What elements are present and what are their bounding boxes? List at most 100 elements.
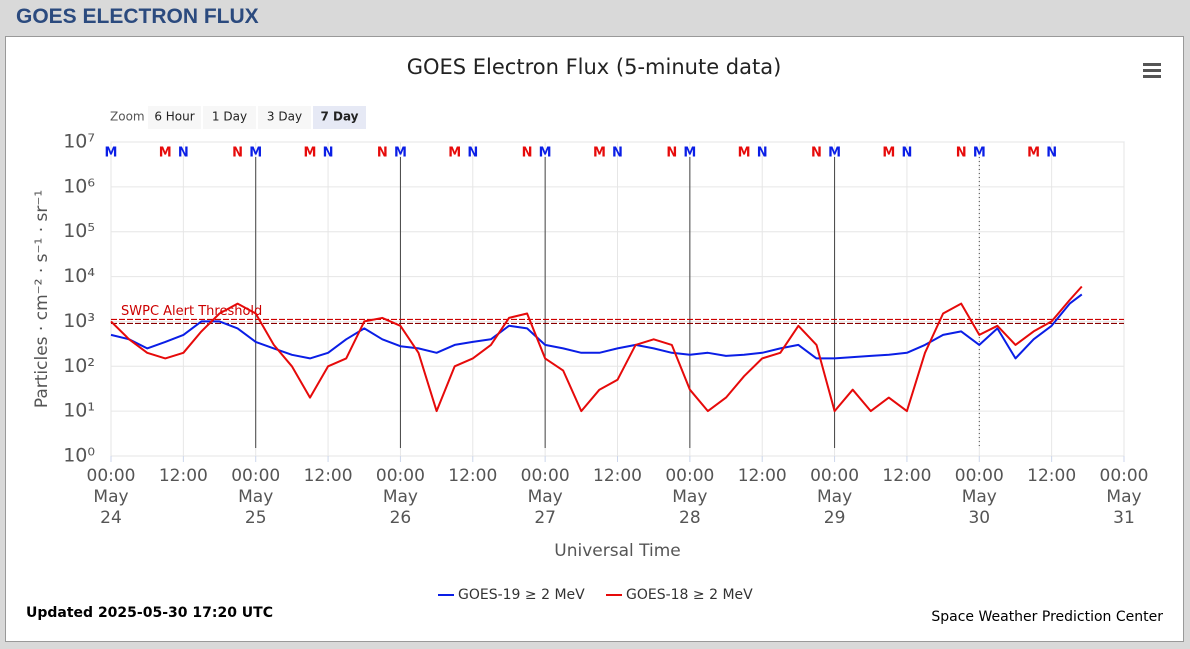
chart-container: GOES Electron Flux (5-minute data) Zoom 6… — [5, 36, 1184, 642]
menu-bar[interactable] — [1143, 75, 1161, 78]
x-tick-label-line: 27 — [534, 508, 556, 528]
x-tick-label-line: 00:00 — [1100, 466, 1149, 486]
y-tick-label: 10¹ — [63, 400, 95, 422]
page-header: GOES ELECTRON FLUX — [16, 5, 259, 28]
orbit-marker: N — [377, 146, 388, 161]
x-tick-label: 00:00 May 26 — [376, 466, 425, 528]
x-tick-label: 12:00 — [882, 466, 931, 486]
orbit-marker: M — [539, 146, 552, 161]
orbit-marker: N — [323, 146, 334, 161]
orbit-marker: M — [448, 146, 461, 161]
series-line — [110, 285, 1083, 413]
orbit-marker: M — [304, 146, 317, 161]
series-line — [110, 293, 1083, 360]
orbit-marker: M — [882, 146, 895, 161]
orbit-marker: M — [1027, 146, 1040, 161]
x-tick-label-line: May — [817, 487, 852, 507]
menu-button[interactable] — [1143, 63, 1161, 78]
zoom-label: Zoom — [110, 110, 145, 124]
orbit-marker: M — [683, 146, 696, 161]
orbit-marker: M — [105, 146, 118, 161]
x-tick-label-line: 28 — [679, 508, 701, 528]
y-tick-label: 10⁶ — [63, 175, 95, 197]
x-tick-label: 00:00 May 28 — [665, 466, 714, 528]
x-tick-label: 12:00 — [593, 466, 642, 486]
x-tick-label-line: May — [238, 487, 273, 507]
x-tick-label-line: May — [962, 487, 997, 507]
orbit-marker: N — [757, 146, 768, 161]
zoom-button[interactable] — [258, 106, 311, 129]
x-tick-label-line: 00:00 — [87, 466, 136, 486]
x-tick-label: 12:00 — [304, 466, 353, 486]
orbit-marker: N — [901, 146, 912, 161]
x-tick-label-line: 26 — [390, 508, 412, 528]
x-tick-label-line: May — [672, 487, 707, 507]
x-tick-label-line: 24 — [100, 508, 122, 528]
orbit-marker: N — [956, 146, 967, 161]
orbit-marker: M — [249, 146, 262, 161]
x-axis-title: Universal Time — [554, 541, 680, 561]
x-tick-label-line: 29 — [824, 508, 846, 528]
x-tick-label-line: 30 — [968, 508, 990, 528]
x-tick-label: 12:00 — [1027, 466, 1076, 486]
y-tick-label: 10⁴ — [63, 265, 95, 287]
credit: Space Weather Prediction Center — [931, 609, 1163, 625]
orbit-marker: N — [612, 146, 623, 161]
orbit-marker: M — [738, 146, 751, 161]
x-tick-label-line: 00:00 — [955, 466, 1004, 486]
x-tick-label: 12:00 — [159, 466, 208, 486]
legend-label[interactable]: GOES-18 ≥ 2 MeV — [626, 587, 753, 603]
zoom-button-label[interactable]: 3 Day — [267, 110, 302, 124]
zoom-button[interactable] — [148, 106, 201, 129]
menu-bar[interactable] — [1143, 69, 1161, 72]
orbit-marker: M — [593, 146, 606, 161]
orbit-marker: N — [1046, 146, 1057, 161]
orbit-marker: N — [178, 146, 189, 161]
orbit-marker: N — [811, 146, 822, 161]
orbit-marker: N — [522, 146, 533, 161]
chart-title: GOES Electron Flux (5-minute data) — [407, 55, 782, 79]
zoom-button-label[interactable]: 7 Day — [320, 110, 358, 124]
x-tick-label: 00:00 May 29 — [810, 466, 859, 528]
x-tick-label-line: 00:00 — [521, 466, 570, 486]
x-tick-label: 00:00 May 24 — [87, 466, 136, 528]
zoom-button[interactable] — [313, 106, 366, 129]
zoom-button[interactable] — [203, 106, 256, 129]
x-tick-label-line: May — [383, 487, 418, 507]
zoom-button-label[interactable]: 6 Hour — [154, 110, 194, 124]
orbit-marker: N — [666, 146, 677, 161]
y-axis-title: Particles · cm⁻² · s⁻¹ · sr⁻¹ — [32, 190, 52, 408]
x-tick-label-line: May — [1106, 487, 1141, 507]
chart: GOES Electron Flux (5-minute data) Zoom 6… — [26, 55, 1163, 625]
x-tick-label-line: May — [528, 487, 563, 507]
x-tick-label-line: May — [93, 487, 128, 507]
y-tick-label: 10⁰ — [63, 445, 95, 467]
x-tick-label: 00:00 May 25 — [231, 466, 280, 528]
y-tick-label: 10³ — [63, 310, 95, 332]
orbit-marker: M — [394, 146, 407, 161]
y-tick-label: 10⁷ — [63, 131, 95, 153]
x-tick-label-line: 25 — [245, 508, 267, 528]
x-tick-label: 00:00 May 27 — [521, 466, 570, 528]
y-tick-label: 10⁵ — [63, 220, 95, 242]
legend-label[interactable]: GOES-19 ≥ 2 MeV — [458, 587, 585, 603]
x-tick-label-line: 00:00 — [231, 466, 280, 486]
orbit-marker: M — [828, 146, 841, 161]
x-tick-label-line: 00:00 — [665, 466, 714, 486]
menu-bar[interactable] — [1143, 63, 1161, 66]
threshold-label: SWPC Alert Threshold — [121, 304, 262, 319]
x-tick-label: 12:00 — [738, 466, 787, 486]
orbit-marker: N — [232, 146, 243, 161]
x-tick-label-line: 00:00 — [376, 466, 425, 486]
x-tick-label: 12:00 — [448, 466, 497, 486]
updated-note: Updated 2025-05-30 17:20 UTC — [26, 605, 273, 621]
orbit-marker: N — [467, 146, 478, 161]
orbit-marker: M — [973, 146, 986, 161]
orbit-marker: M — [159, 146, 172, 161]
zoom-button-label[interactable]: 1 Day — [212, 110, 247, 124]
x-tick-label: 00:00 May 30 — [955, 466, 1004, 528]
y-tick-label: 10² — [63, 355, 95, 377]
x-tick-label-line: 31 — [1113, 508, 1135, 528]
x-tick-label: 00:00 May 31 — [1100, 466, 1149, 528]
